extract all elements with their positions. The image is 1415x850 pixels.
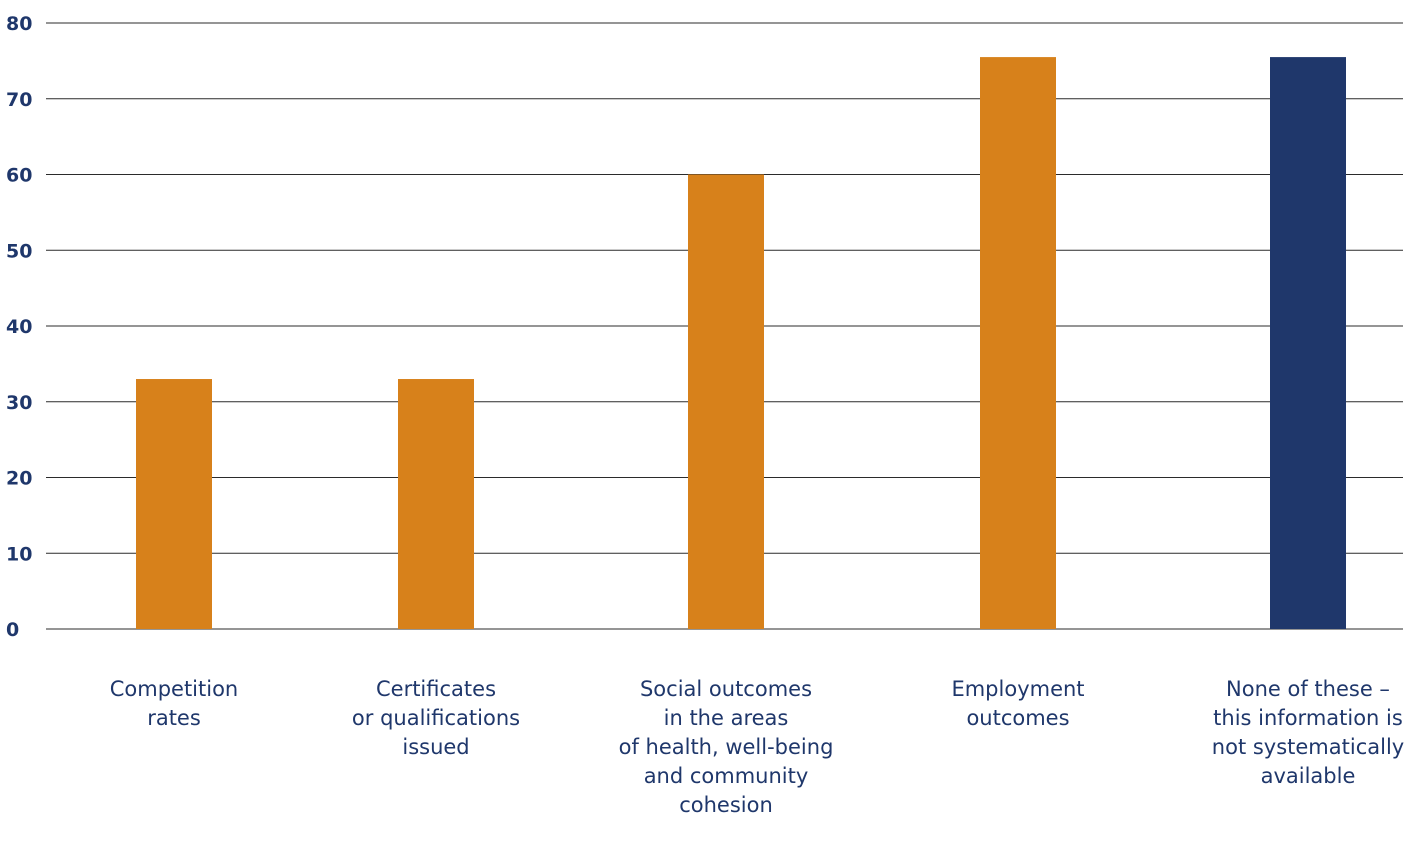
y-tick-label: 40 [6, 316, 32, 338]
bar [1270, 57, 1346, 629]
x-category-label: Social outcomes in the areas of health, … [618, 677, 834, 817]
x-category-label: Employment outcomes [951, 677, 1085, 730]
bar [688, 174, 764, 629]
y-tick-label: 0 [6, 619, 19, 640]
bar [136, 379, 212, 629]
bar [980, 57, 1056, 629]
y-tick-label: 80 [6, 13, 32, 35]
x-category-label: None of these – this information is not … [1211, 677, 1405, 788]
y-tick-label: 10 [6, 543, 32, 565]
bars [136, 57, 1346, 629]
y-tick-label: 30 [6, 392, 32, 414]
y-tick-label: 50 [6, 240, 32, 262]
x-category-label: Certificates or qualifications issued [351, 677, 521, 759]
x-category-label: Competition rates [109, 677, 239, 730]
y-tick-label: 70 [6, 89, 32, 111]
y-axis-tick-labels: 0 10 20 30 40 50 60 70 80 [6, 13, 32, 640]
y-tick-label: 20 [6, 468, 32, 490]
y-tick-label: 60 [6, 165, 32, 187]
bar [398, 379, 474, 629]
bar-chart: 0 10 20 30 40 50 60 70 80 [6, 13, 1403, 640]
